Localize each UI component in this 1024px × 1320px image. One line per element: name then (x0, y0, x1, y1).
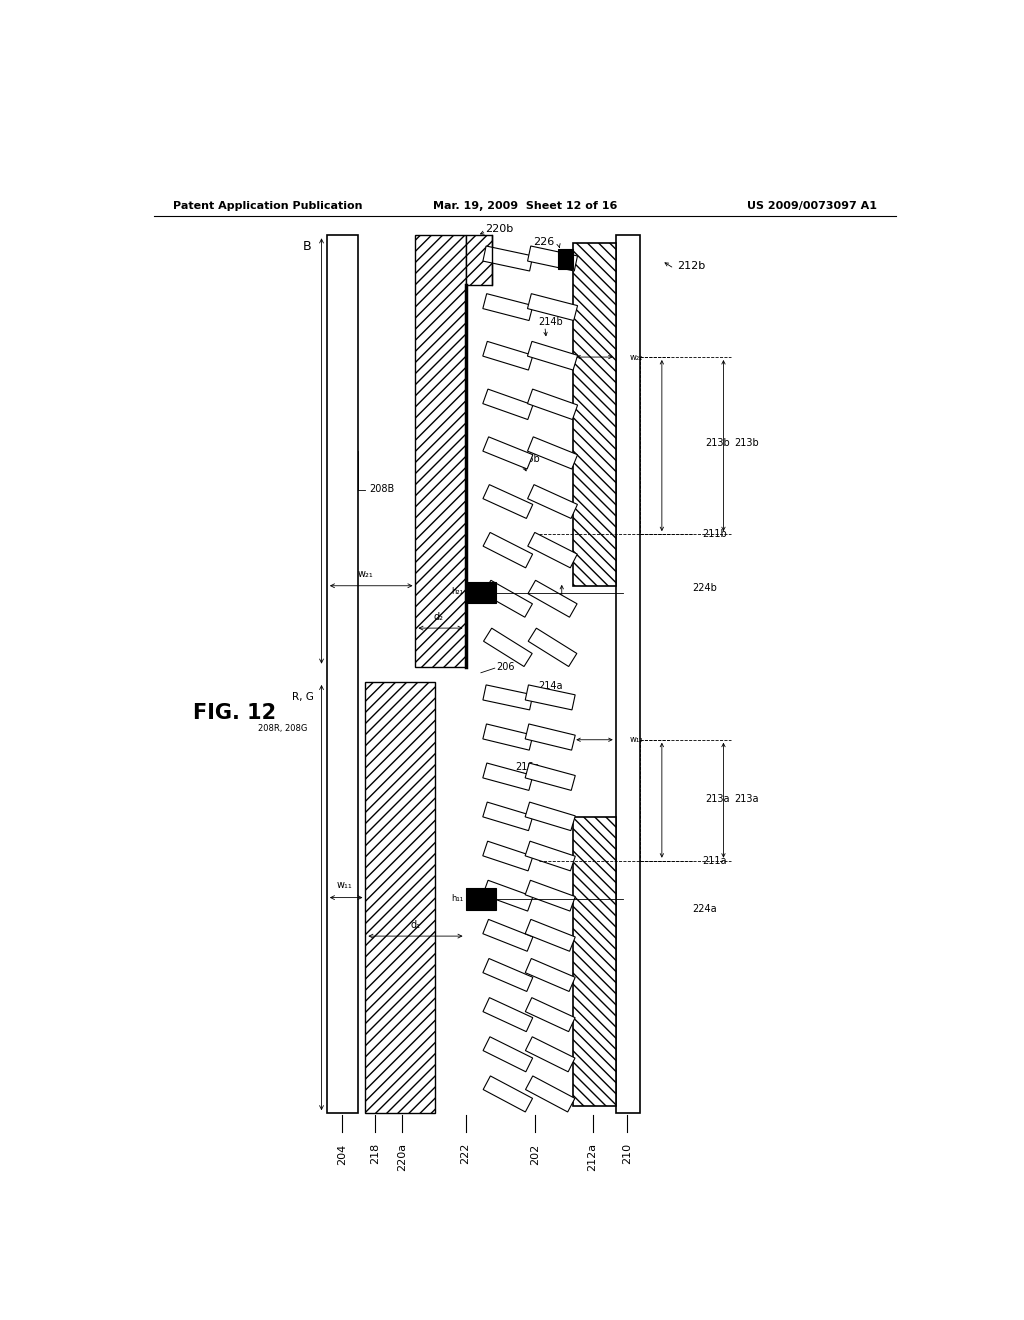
Bar (327, 235, 357, 1113)
Text: 214b: 214b (539, 317, 563, 326)
Polygon shape (483, 1076, 532, 1111)
Bar (615, 235, 640, 1113)
Bar (466, 888, 497, 909)
Polygon shape (483, 246, 532, 271)
Polygon shape (525, 1036, 575, 1072)
Polygon shape (525, 763, 575, 791)
Polygon shape (528, 628, 577, 667)
Text: US 2009/0073097 A1: US 2009/0073097 A1 (748, 201, 878, 211)
Text: 224b: 224b (692, 583, 718, 593)
Polygon shape (527, 532, 578, 568)
Polygon shape (525, 920, 575, 952)
Bar (573, 817, 615, 1105)
Text: 213b: 213b (734, 438, 759, 449)
Text: Mar. 19, 2009  Sheet 12 of 16: Mar. 19, 2009 Sheet 12 of 16 (432, 201, 617, 211)
Polygon shape (525, 841, 575, 871)
Polygon shape (525, 685, 575, 710)
Bar (366, 682, 435, 1113)
Text: 226: 226 (532, 236, 554, 247)
Polygon shape (527, 484, 578, 519)
Text: w₂₂: w₂₂ (630, 352, 643, 362)
Polygon shape (483, 293, 532, 321)
Bar (573, 243, 615, 586)
Polygon shape (527, 437, 578, 469)
Polygon shape (482, 342, 532, 370)
Text: 216a: 216a (515, 762, 540, 772)
Text: w₁₂: w₁₂ (630, 735, 643, 744)
Polygon shape (483, 628, 532, 667)
Polygon shape (525, 723, 575, 750)
Text: d₁: d₁ (411, 920, 421, 931)
Polygon shape (527, 293, 578, 321)
Text: 218: 218 (371, 1142, 381, 1164)
Polygon shape (527, 389, 578, 420)
Bar (558, 249, 573, 268)
Polygon shape (527, 342, 578, 370)
Polygon shape (482, 841, 532, 871)
Polygon shape (527, 246, 578, 271)
Polygon shape (525, 880, 575, 911)
Text: 224a: 224a (692, 904, 717, 915)
Text: 204: 204 (337, 1144, 347, 1166)
Polygon shape (483, 484, 532, 519)
Bar (416, 235, 466, 667)
Polygon shape (483, 998, 532, 1032)
Polygon shape (482, 389, 532, 420)
Polygon shape (483, 581, 532, 618)
Polygon shape (483, 532, 532, 568)
Text: 211a: 211a (701, 855, 726, 866)
Text: 222: 222 (461, 1142, 470, 1164)
Text: R, G: R, G (292, 693, 313, 702)
Text: 210: 210 (623, 1142, 632, 1164)
Text: 208R, 208G: 208R, 208G (258, 723, 307, 733)
Text: Patent Application Publication: Patent Application Publication (173, 201, 362, 211)
Polygon shape (482, 803, 532, 830)
Text: B: B (303, 240, 311, 253)
Text: h₂₁: h₂₁ (452, 587, 463, 597)
Text: 220a: 220a (397, 1142, 408, 1171)
Polygon shape (483, 958, 532, 991)
Text: h₂₂: h₂₂ (541, 587, 553, 597)
Text: w₂₁: w₂₁ (357, 569, 374, 579)
Polygon shape (525, 1076, 574, 1111)
Text: 213a: 213a (706, 795, 729, 804)
Text: 220b: 220b (484, 224, 513, 234)
Polygon shape (483, 723, 532, 750)
Polygon shape (483, 437, 532, 469)
Polygon shape (528, 581, 578, 618)
Text: 213a: 213a (734, 795, 759, 804)
Polygon shape (483, 685, 532, 710)
Text: 206: 206 (497, 661, 515, 672)
Bar (466, 235, 493, 285)
Polygon shape (482, 880, 532, 911)
Polygon shape (483, 920, 532, 952)
Text: 216b: 216b (515, 454, 541, 463)
Text: 212a: 212a (588, 1142, 598, 1171)
Polygon shape (483, 1036, 532, 1072)
Bar (466, 582, 497, 603)
Text: 208B: 208B (370, 484, 394, 495)
Text: 211b: 211b (701, 529, 727, 539)
Polygon shape (525, 958, 575, 991)
Text: 212b: 212b (677, 261, 706, 271)
Text: FIG. 12: FIG. 12 (193, 702, 276, 723)
Text: 202: 202 (529, 1144, 540, 1166)
Text: h₁₂: h₁₂ (541, 894, 553, 903)
Text: w₁₁: w₁₁ (337, 880, 352, 890)
Polygon shape (482, 763, 532, 791)
Polygon shape (525, 803, 575, 830)
Text: 213b: 213b (705, 438, 730, 449)
Text: 214a: 214a (539, 681, 563, 690)
Polygon shape (525, 998, 575, 1032)
Text: d₂: d₂ (433, 612, 443, 622)
Text: h₁₁: h₁₁ (452, 894, 463, 903)
